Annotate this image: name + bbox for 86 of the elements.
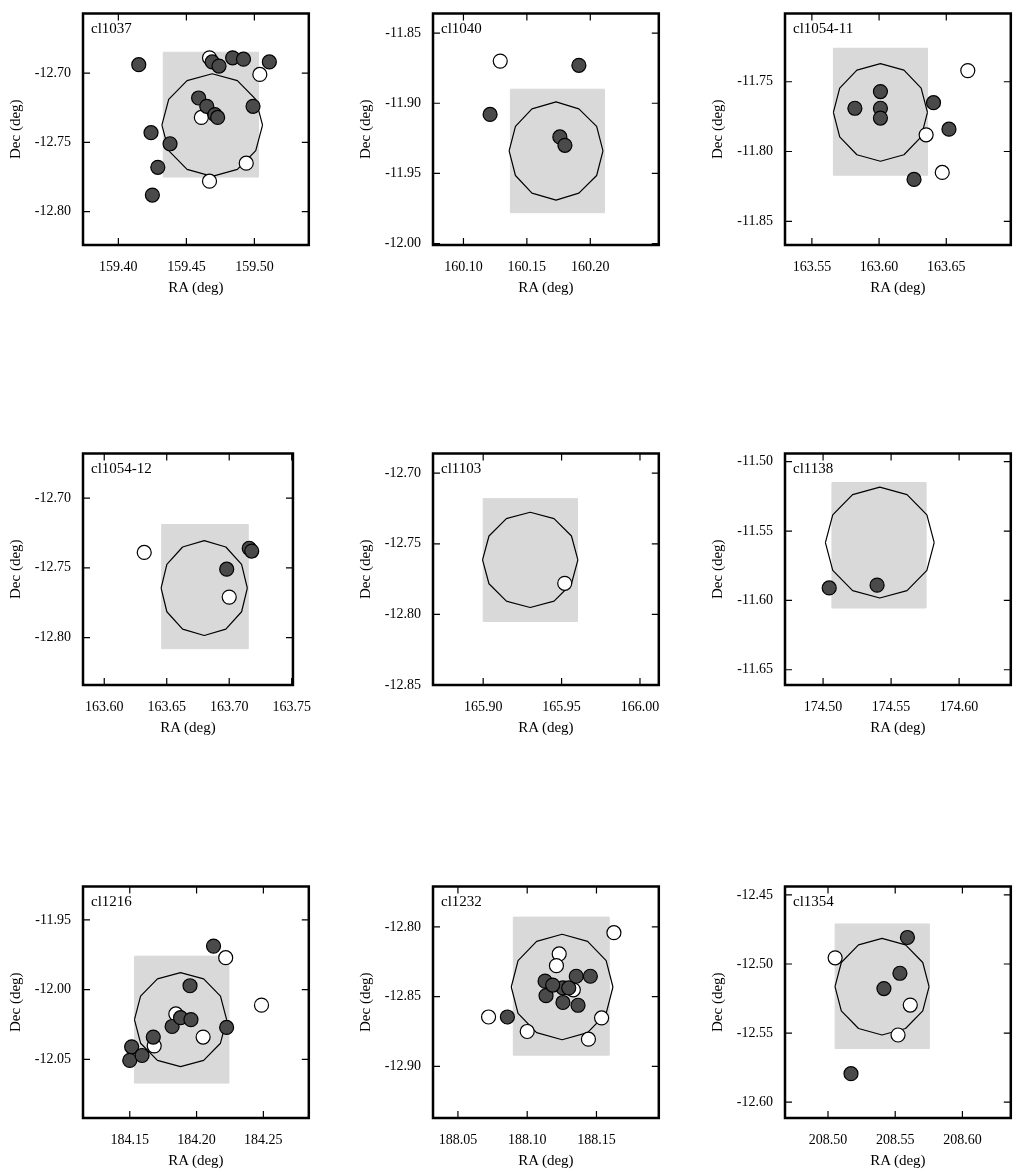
x-axis-title: RA (deg): [168, 278, 224, 296]
y-tick-label: -11.50: [737, 453, 773, 469]
x-tick-label: 174.60: [939, 699, 979, 715]
x-axis-title: RA (deg): [160, 718, 216, 736]
y-tick-label: -12.85: [384, 676, 421, 692]
y-tick-label: -11.65: [737, 661, 773, 677]
y-axis-title: Dec (deg): [6, 99, 24, 159]
y-tick-label: -12.50: [736, 955, 773, 971]
y-tick-label: -12.00: [384, 235, 421, 251]
y-tick-label: -11.95: [35, 911, 71, 927]
x-tick-label: 163.65: [927, 259, 966, 275]
x-tick-label: 163.55: [792, 259, 832, 275]
x-tick-label: 184.15: [110, 1132, 150, 1148]
y-tick-label: -12.45: [736, 886, 773, 902]
y-tick-label: -11.85: [385, 24, 421, 40]
y-tick-label: -12.85: [384, 988, 421, 1004]
x-axis-title: RA (deg): [870, 278, 926, 296]
x-tick-label: 163.60: [859, 259, 899, 275]
y-tick-label: -12.75: [34, 559, 71, 575]
x-tick-label: 208.60: [943, 1132, 982, 1148]
x-axis-title: RA (deg): [518, 278, 574, 296]
x-tick-label: 159.45: [167, 259, 206, 275]
text: cl1040: [441, 20, 482, 37]
text: cl1054-11: [793, 20, 854, 37]
x-tick-label: 160.10: [444, 259, 483, 275]
x-axis-title: RA (deg): [518, 1151, 574, 1169]
x-axis-title: RA (deg): [870, 718, 926, 736]
x-tick-label: 184.25: [244, 1132, 283, 1148]
x-tick-label: 159.50: [235, 259, 274, 275]
y-axis-title: Dec (deg): [356, 972, 374, 1032]
y-tick-label: -12.90: [384, 1058, 421, 1074]
chart-title: cl1054-12: [91, 460, 152, 477]
x-axis-title: RA (deg): [870, 1151, 926, 1169]
y-tick-label: -11.75: [737, 73, 773, 89]
y-tick-label: -11.60: [737, 592, 773, 608]
x-tick-label: 174.55: [871, 699, 911, 715]
y-axis-title: Dec (deg): [6, 972, 24, 1032]
y-tick-label: -12.05: [34, 1051, 71, 1067]
y-tick-label: -12.80: [34, 203, 71, 219]
text: cl1354: [793, 893, 835, 910]
x-tick-label: 188.15: [577, 1132, 616, 1148]
x-tick-label: 163.70: [209, 699, 249, 715]
y-axis-title: Dec (deg): [708, 972, 726, 1032]
text: cl1103: [441, 460, 482, 477]
x-tick-label: 160.20: [571, 259, 610, 275]
text: cl1138: [793, 460, 834, 477]
y-tick-label: -11.55: [737, 522, 773, 538]
x-axis-title: RA (deg): [168, 1151, 224, 1169]
y-tick-label: -12.80: [384, 918, 421, 934]
y-tick-label: -12.60: [736, 1093, 773, 1109]
y-tick-label: -12.00: [34, 981, 71, 997]
y-tick-label: -12.80: [384, 606, 421, 622]
y-axis-title: Dec (deg): [6, 539, 24, 599]
y-tick-label: -12.70: [34, 64, 71, 80]
text: cl1037: [91, 20, 133, 37]
y-tick-label: -11.90: [385, 94, 421, 110]
text: cl1216: [91, 893, 133, 910]
x-axis-title: RA (deg): [518, 718, 574, 736]
x-tick-label: 163.60: [85, 699, 124, 715]
x-tick-label: 208.55: [875, 1132, 915, 1148]
x-tick-label: 188.10: [507, 1132, 547, 1148]
x-tick-label: 166.00: [620, 699, 660, 715]
x-tick-label: 208.50: [808, 1132, 848, 1148]
y-axis-title: Dec (deg): [356, 99, 374, 159]
x-tick-label: 174.50: [803, 699, 843, 715]
y-tick-label: -12.80: [34, 629, 71, 645]
y-tick-label: -11.80: [737, 143, 773, 159]
y-axis-title: Dec (deg): [708, 539, 726, 599]
y-axis-title: Dec (deg): [708, 99, 726, 159]
x-tick-label: 159.40: [99, 259, 138, 275]
y-tick-label: -12.70: [34, 489, 71, 505]
y-axis-title: Dec (deg): [356, 539, 374, 599]
y-tick-label: -12.75: [34, 134, 71, 150]
x-tick-label: 163.75: [272, 699, 311, 715]
x-tick-label: 165.95: [542, 699, 581, 715]
x-tick-label: 160.15: [507, 259, 547, 275]
y-tick-label: -11.85: [737, 212, 773, 228]
y-tick-label: -12.75: [384, 535, 421, 551]
y-tick-label: -12.55: [736, 1024, 773, 1040]
y-tick-label: -11.95: [385, 165, 421, 181]
x-tick-label: 165.90: [463, 699, 503, 715]
x-tick-label: 163.65: [147, 699, 186, 715]
x-tick-label: 188.05: [438, 1132, 478, 1148]
y-tick-label: -12.70: [384, 464, 421, 480]
x-tick-label: 184.20: [177, 1132, 216, 1148]
text: cl1232: [441, 893, 482, 910]
